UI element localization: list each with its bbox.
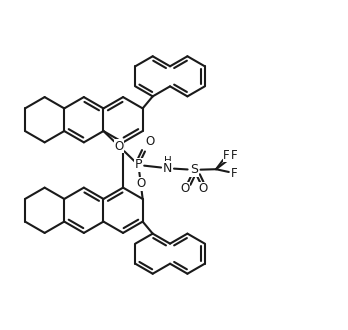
Text: O: O	[198, 182, 208, 195]
Text: O: O	[114, 140, 124, 153]
Text: O: O	[145, 135, 155, 148]
Text: H: H	[164, 156, 172, 166]
Text: P: P	[135, 158, 142, 172]
Text: S: S	[190, 163, 198, 176]
Text: F: F	[223, 149, 230, 162]
Text: O: O	[180, 182, 190, 195]
Text: F: F	[230, 149, 237, 162]
Text: F: F	[230, 167, 237, 180]
Text: O: O	[136, 177, 145, 190]
Text: N: N	[163, 162, 172, 175]
